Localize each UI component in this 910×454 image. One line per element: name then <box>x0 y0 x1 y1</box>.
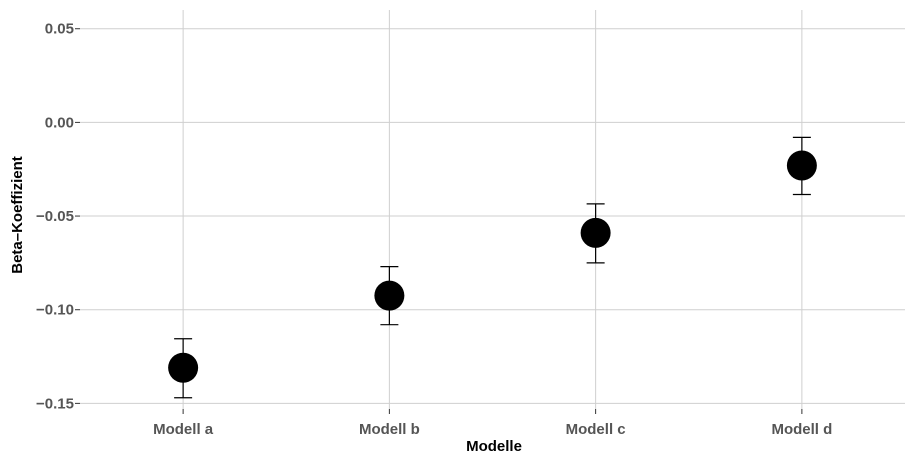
y-tick-label: −0.15 <box>36 395 74 412</box>
y-tick-label: −0.10 <box>36 302 74 319</box>
data-points <box>168 150 817 383</box>
grid <box>80 10 905 409</box>
x-tick-label: Modell d <box>771 421 832 438</box>
y-tick-label: −0.05 <box>36 208 74 225</box>
y-axis-ticks: −0.15 −0.10 −0.05 0.00 0.05 <box>36 21 80 412</box>
x-axis-title: Modelle <box>466 438 522 454</box>
x-tick-label: Modell b <box>359 421 420 438</box>
data-point <box>786 150 817 181</box>
error-bars <box>174 136 811 399</box>
data-point <box>580 217 611 248</box>
y-axis-title: Beta–Koeffizient <box>9 156 26 274</box>
data-point <box>168 352 199 383</box>
y-tick-label: 0.00 <box>45 114 74 131</box>
data-point <box>374 280 405 311</box>
x-tick-label: Modell a <box>153 421 214 438</box>
x-axis-ticks: Modell a Modell b Modell c Modell d <box>153 409 832 438</box>
y-tick-label: 0.05 <box>45 21 74 38</box>
x-tick-label: Modell c <box>566 421 626 438</box>
